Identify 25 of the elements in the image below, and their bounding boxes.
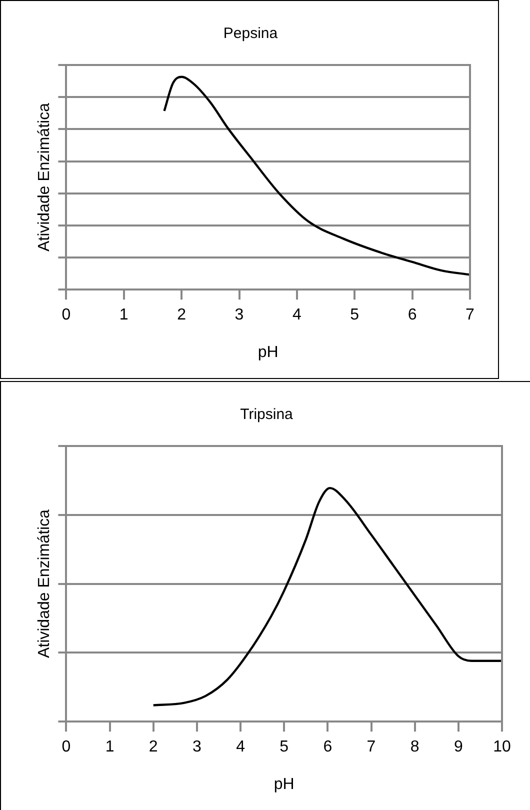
x-axis-title: pH [274,776,294,793]
x-tick-label: 10 [493,738,511,756]
x-tick-label: 1 [119,306,128,324]
x-tick-label: 3 [234,306,244,324]
x-tick-label: 2 [148,738,158,756]
x-tick-label: 7 [466,306,475,324]
y-axis-title: Atividade Enzimática [36,509,54,658]
y-axis-title: Atividade Enzimática [36,102,54,252]
x-tick-label: 6 [408,306,417,324]
chart-title: Pepsina [223,25,278,42]
x-tick-label: 5 [350,306,360,324]
x-tick-label: 0 [62,306,71,324]
x-tick-label: 7 [366,738,376,756]
x-tick-label: 5 [280,738,289,756]
x-tick-label: 4 [292,306,302,324]
x-tick-label: 9 [454,738,463,756]
x-tick-label: 0 [62,738,71,756]
x-tick-label: 4 [236,738,246,756]
x-tick-label: 1 [105,738,114,756]
x-tick-label: 6 [323,738,332,756]
x-tick-label: 8 [410,738,420,756]
chart-title: Tripsina [240,406,294,424]
x-tick-label: 2 [177,306,186,324]
x-tick-label: 3 [192,738,202,756]
x-axis-title: pH [258,344,278,361]
